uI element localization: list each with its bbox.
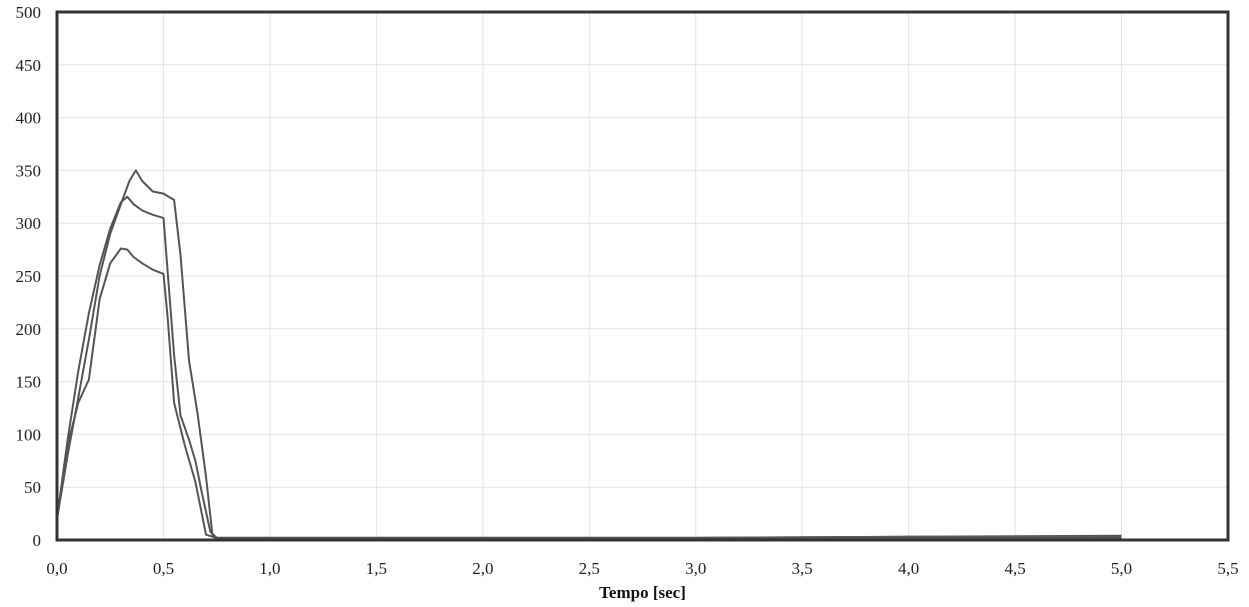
x-tick-label: 1,5 — [366, 559, 387, 578]
x-tick-label: 5,0 — [1111, 559, 1132, 578]
x-tick-label: 5,5 — [1217, 559, 1238, 578]
y-tick-label: 350 — [16, 161, 42, 180]
x-tick-label: 2,5 — [579, 559, 600, 578]
series-group — [56, 169, 1122, 539]
x-axis-title: Tempo [sec] — [599, 583, 686, 602]
y-tick-label: 0 — [33, 531, 42, 550]
y-tick-label: 400 — [16, 109, 42, 128]
series-line-3 — [56, 169, 1122, 539]
y-tick-label: 250 — [16, 267, 42, 286]
x-tick-label: 4,5 — [1004, 559, 1025, 578]
x-tick-label: 1,0 — [259, 559, 280, 578]
y-tick-label: 500 — [16, 3, 42, 22]
y-tick-label: 200 — [16, 320, 42, 339]
x-tick-label: 2,0 — [472, 559, 493, 578]
x-tick-label: 3,0 — [685, 559, 706, 578]
x-tick-label: 3,5 — [792, 559, 813, 578]
x-tick-label: 0,0 — [46, 559, 67, 578]
plot-frame — [55, 10, 1230, 542]
y-tick-label: 100 — [16, 425, 42, 444]
x-tick-label: 0,5 — [153, 559, 174, 578]
y-tick-label: 150 — [16, 373, 42, 392]
y-tick-label: 450 — [16, 56, 42, 75]
y-tick-label: 50 — [24, 478, 41, 497]
x-tick-label: 4,0 — [898, 559, 919, 578]
x-axis: 0,0 0,5 1,0 1,5 2,0 2,5 3,0 3,5 4,0 4,5 5,0 5,5 — [46, 559, 1238, 578]
y-axis: 0 50 100 150 200 250 300 350 400 450 500 — [16, 3, 42, 550]
grid — [57, 12, 1228, 540]
y-tick-label: 300 — [16, 214, 42, 233]
